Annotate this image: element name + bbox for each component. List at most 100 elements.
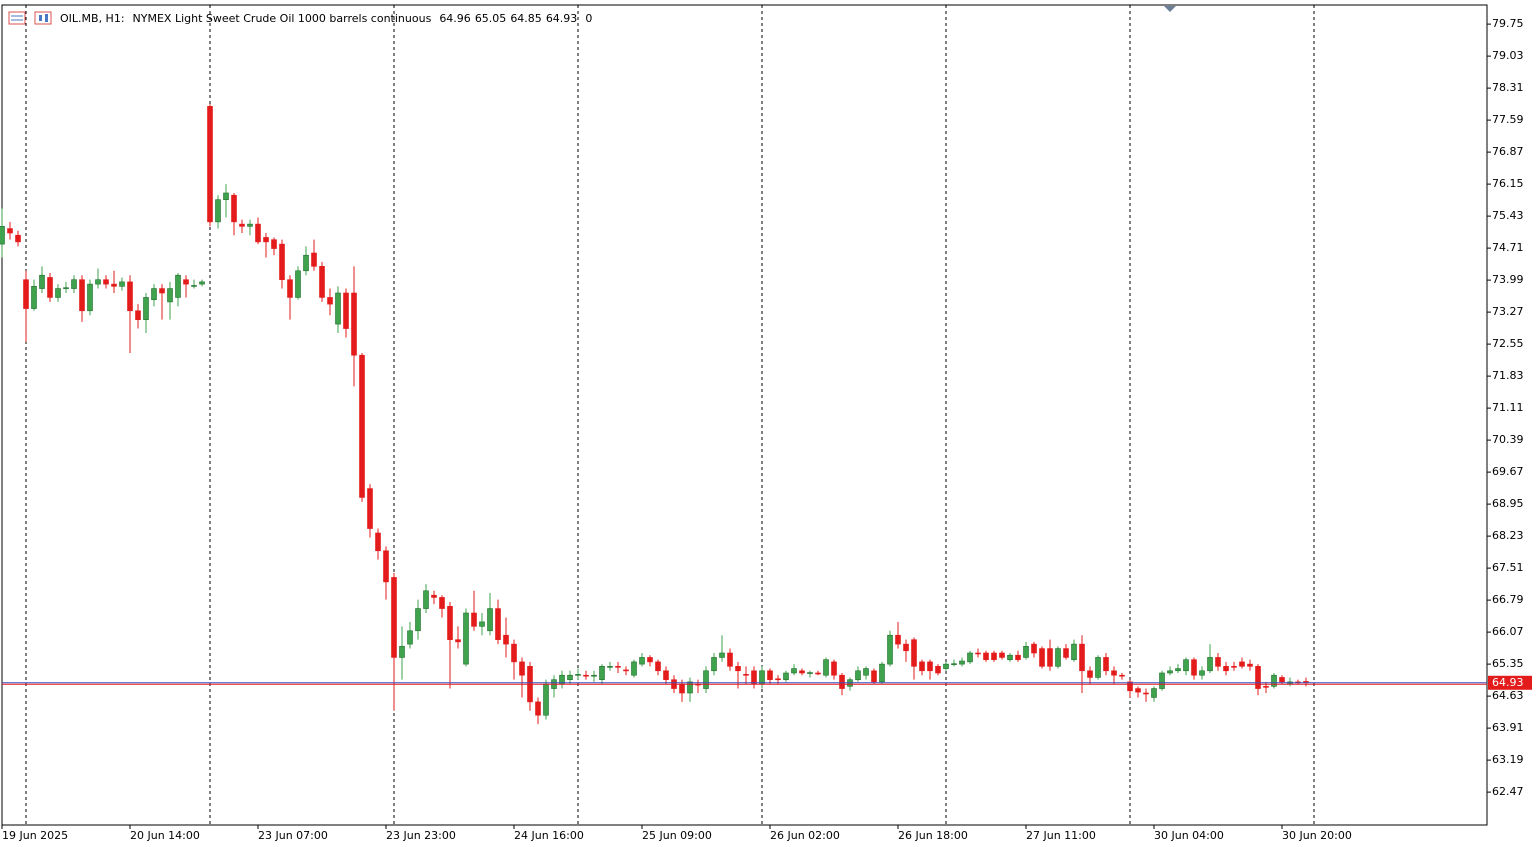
- candle-body: [1023, 646, 1029, 658]
- candle-body: [1231, 666, 1237, 668]
- candle-body: [895, 634, 901, 645]
- candle-body: [1247, 663, 1253, 667]
- candle-body: [1063, 648, 1069, 658]
- candle-body: [703, 670, 709, 689]
- shift-marker[interactable]: [1164, 6, 1176, 12]
- candle-body: [1111, 670, 1117, 676]
- candle-body: [631, 661, 637, 676]
- y-tick-label: 67.51: [1492, 561, 1524, 574]
- candle-body: [1135, 688, 1141, 693]
- candle-body: [575, 674, 581, 676]
- candle-body: [55, 288, 61, 298]
- candle-body: [391, 577, 397, 658]
- candle-body: [799, 670, 805, 674]
- candle-body: [615, 666, 621, 668]
- candle-body: [943, 663, 949, 669]
- candle-body: [863, 668, 869, 676]
- candle-body: [287, 279, 293, 298]
- candle-body: [495, 608, 501, 640]
- candle-body: [319, 266, 325, 298]
- candle-body: [1223, 666, 1229, 672]
- candle-body: [463, 612, 469, 665]
- candle-body: [543, 683, 549, 716]
- candle-body: [15, 234, 21, 243]
- high: 65.05: [475, 12, 507, 25]
- candle-body: [567, 674, 573, 680]
- y-tick-label: 73.27: [1492, 305, 1524, 318]
- candle-body: [1015, 654, 1021, 660]
- header-icons: [8, 11, 52, 25]
- candle-body: [39, 274, 45, 289]
- candle-body: [1079, 643, 1085, 672]
- candle-body: [47, 277, 53, 298]
- candle-body: [1143, 692, 1149, 695]
- candle-body: [1119, 674, 1125, 677]
- candle-body: [23, 279, 29, 309]
- candle-body: [1255, 666, 1261, 689]
- y-tick-label: 79.03: [1492, 49, 1524, 62]
- candle-body: [1207, 657, 1213, 672]
- candle-body: [263, 237, 269, 243]
- candle-body: [759, 670, 765, 685]
- candle-body: [351, 292, 357, 356]
- icon[interactable]: [8, 11, 26, 25]
- candle-body: [255, 223, 261, 243]
- candle-body: [711, 657, 717, 672]
- last-price-box: [1488, 675, 1532, 690]
- y-tick-label: 66.79: [1492, 593, 1524, 606]
- x-tick-label: 23 Jun 07:00: [258, 829, 328, 842]
- candle-body: [775, 678, 781, 681]
- candle-body: [423, 590, 429, 609]
- candle-body: [327, 297, 333, 305]
- candle-body: [1239, 661, 1245, 667]
- candle-body: [1095, 657, 1101, 678]
- x-tick-label: 26 Jun 02:00: [770, 829, 840, 842]
- candle-body: [231, 194, 237, 223]
- y-tick-label: 68.23: [1492, 529, 1524, 542]
- candle-body: [679, 683, 685, 694]
- candle-body: [783, 672, 789, 680]
- candle-body: [1039, 648, 1045, 667]
- candle-body: [279, 243, 285, 280]
- y-tick-label: 75.43: [1492, 209, 1524, 222]
- candle-body: [1263, 686, 1269, 688]
- candle-body: [1047, 648, 1053, 667]
- low: 64.85: [510, 12, 542, 25]
- y-tick-label: 73.99: [1492, 273, 1524, 286]
- candle-body: [239, 223, 245, 227]
- candle-body: [639, 657, 645, 665]
- candle-body: [887, 634, 893, 665]
- candle-body: [647, 657, 653, 663]
- candle-body: [335, 292, 341, 325]
- x-tick-label: 23 Jun 23:00: [386, 829, 456, 842]
- candle-body: [959, 660, 965, 665]
- candle-body: [359, 354, 365, 498]
- candle-body: [487, 608, 493, 632]
- x-tick-label: 30 Jun 04:00: [1154, 829, 1224, 842]
- candle-body: [687, 681, 693, 694]
- candle-body: [223, 192, 229, 200]
- candle-body: [767, 670, 773, 680]
- close: 64.93: [546, 12, 578, 25]
- candle-body: [103, 279, 109, 285]
- candle-body: [815, 672, 821, 675]
- candle-body: [999, 652, 1005, 658]
- candle-body: [407, 630, 413, 645]
- candle-body: [967, 652, 973, 663]
- candle-body: [143, 297, 149, 320]
- icon[interactable]: [34, 11, 52, 25]
- candle-body: [1071, 643, 1077, 660]
- candle-body: [535, 701, 541, 716]
- candle-body: [655, 661, 661, 672]
- y-tick-label: 68.95: [1492, 497, 1524, 510]
- y-tick-label: 76.87: [1492, 145, 1524, 158]
- period-separators: [25, 5, 1315, 825]
- candle-body: [823, 659, 829, 676]
- candle-body: [431, 594, 437, 598]
- x-tick-label: 25 Jun 09:00: [642, 829, 712, 842]
- x-tick-label: 27 Jun 11:00: [1026, 829, 1096, 842]
- candle-body: [583, 674, 589, 677]
- y-tick-label: 72.55: [1492, 337, 1524, 350]
- candle-body: [879, 663, 885, 683]
